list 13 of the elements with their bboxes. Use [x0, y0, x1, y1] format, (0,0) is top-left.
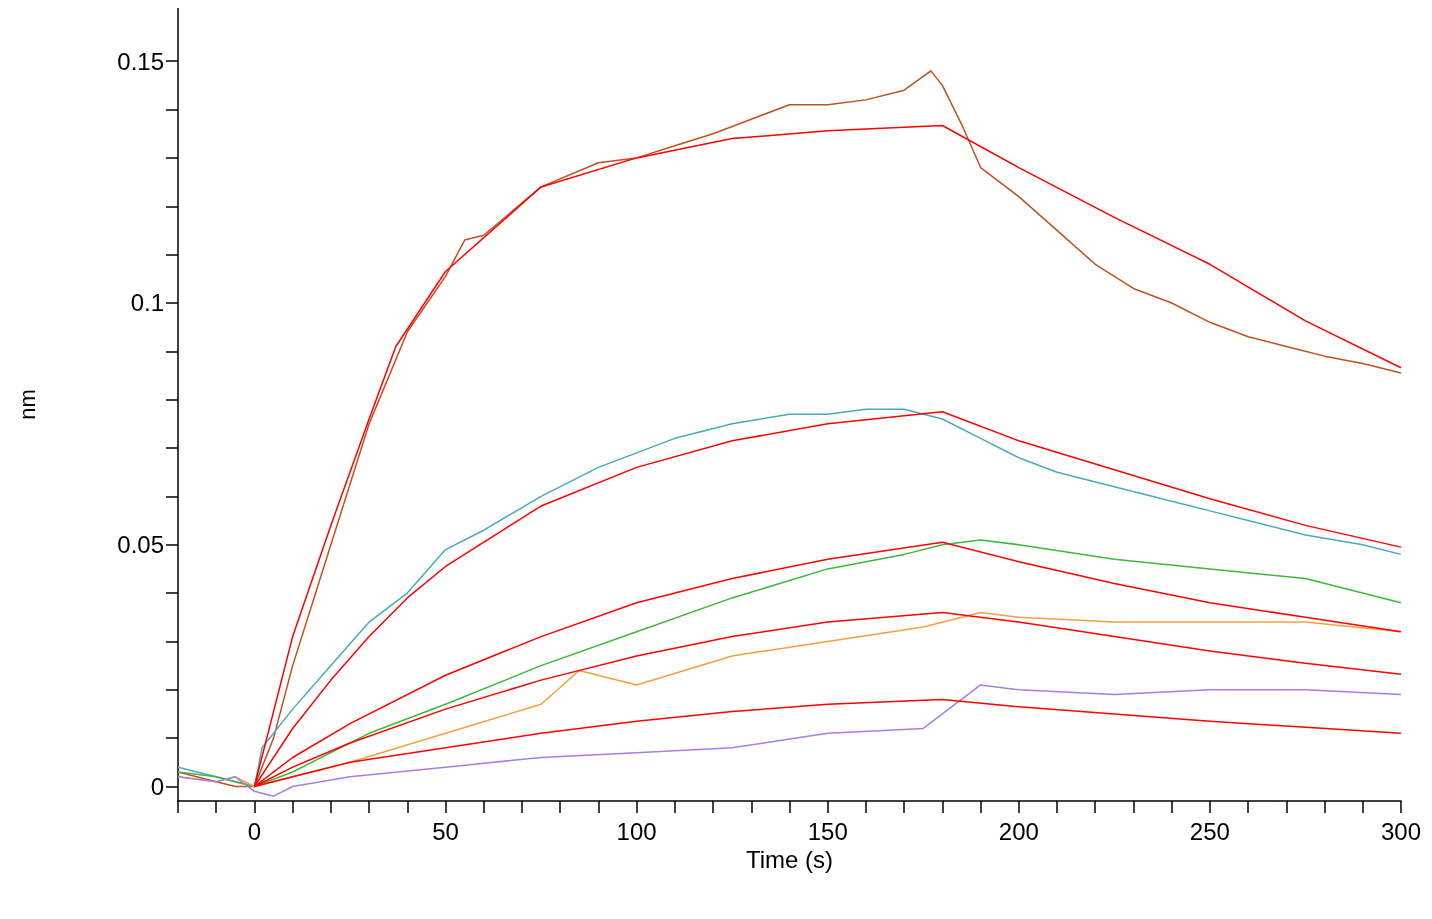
- x-tick-label: 0: [247, 817, 262, 845]
- y-tick-label: 0.05: [117, 531, 164, 559]
- x-tick-label: 250: [1189, 817, 1230, 845]
- x-tick-label: 200: [998, 817, 1039, 845]
- y-tick-label: 0.1: [130, 289, 164, 317]
- x-tick-label: 300: [1380, 817, 1421, 845]
- y-tick-label: 0.15: [117, 47, 164, 75]
- x-tick-label: 150: [807, 817, 848, 845]
- x-tick-label: 50: [432, 817, 459, 845]
- y-axis-title: nm: [14, 389, 40, 420]
- x-tick-label: 100: [616, 817, 657, 845]
- x-axis-title: Time (s): [745, 846, 834, 874]
- y-tick-label: 0: [150, 772, 164, 800]
